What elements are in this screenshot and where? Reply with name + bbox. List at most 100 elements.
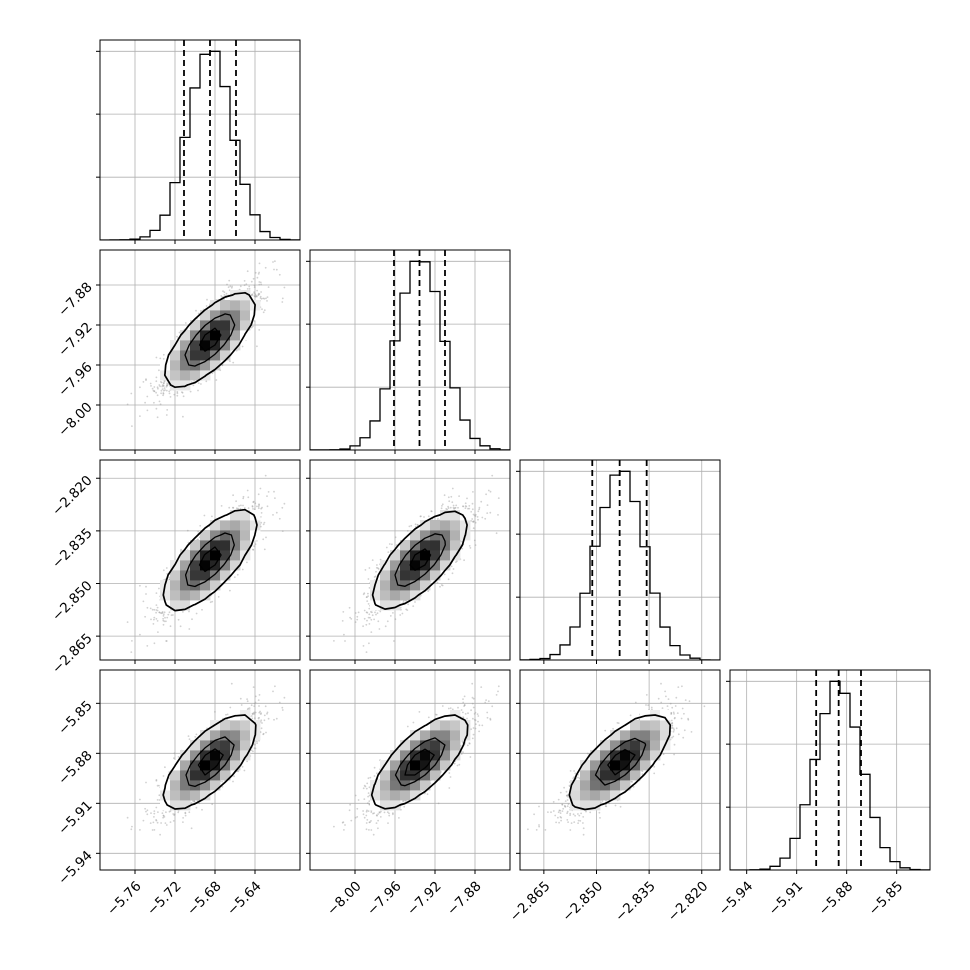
density-cell	[180, 340, 191, 351]
scatter-point	[162, 389, 165, 392]
scatter-point	[263, 521, 266, 524]
scatter-point	[231, 285, 234, 288]
scatter-point	[199, 524, 202, 527]
scatter-point	[145, 379, 147, 381]
scatter-point	[251, 505, 254, 507]
scatter-point	[256, 345, 258, 348]
scatter-point	[215, 379, 218, 381]
scatter-point	[222, 290, 224, 293]
scatter-point	[262, 311, 265, 314]
scatter-point	[153, 642, 156, 645]
density-cell	[240, 310, 251, 321]
scatter-point	[227, 286, 230, 289]
scatter-point	[126, 403, 129, 406]
scatter-point	[246, 288, 249, 290]
scatter-point	[152, 389, 155, 392]
scatter-point	[229, 285, 232, 288]
scatter-point	[257, 507, 260, 510]
scatter-point	[259, 281, 262, 284]
scatter-point	[256, 295, 258, 298]
density-cell	[210, 300, 221, 311]
scatter-point	[258, 504, 260, 506]
scatter-point	[162, 394, 165, 397]
scatter-panel-1-2: −8.00−7.96−7.92−7.88	[55, 249, 301, 454]
scatter-point	[161, 384, 164, 387]
scatter-point	[195, 309, 197, 312]
scatter-point	[156, 416, 159, 419]
contour-line	[198, 327, 222, 352]
scatter-point	[163, 387, 166, 389]
scatter-point	[162, 358, 165, 360]
scatter-point	[267, 491, 270, 493]
scatter-panel-1-3: −2.865−2.850−2.835−2.820	[49, 459, 301, 677]
scatter-point	[162, 382, 165, 385]
scatter-point	[252, 500, 255, 503]
scatter-point	[273, 268, 275, 271]
scatter-point	[160, 381, 163, 384]
contour-line	[163, 291, 256, 389]
density-cell	[170, 380, 181, 391]
scatter-point	[164, 616, 166, 619]
scatter-point	[267, 286, 270, 288]
density-cell	[190, 330, 201, 341]
scatter-point	[232, 361, 235, 364]
scatter-point	[149, 382, 152, 385]
scatter-point	[176, 391, 179, 393]
scatter-point	[254, 543, 257, 546]
scatter-point	[158, 611, 161, 614]
scatter-point	[258, 293, 261, 295]
scatter-point	[265, 536, 267, 539]
scatter-point	[182, 395, 185, 398]
scatter-point	[153, 608, 156, 611]
scatter-point	[159, 385, 162, 388]
scatter-point	[229, 360, 231, 363]
scatter-point	[152, 623, 155, 625]
density-cell	[190, 360, 201, 371]
scatter-point	[178, 331, 181, 334]
scatter-point	[281, 530, 284, 532]
scatter-point	[242, 497, 245, 500]
scatter-point	[146, 409, 149, 412]
density-cell	[230, 290, 241, 301]
scatter-point	[211, 515, 213, 518]
density-cell	[220, 350, 231, 361]
scatter-point	[139, 386, 141, 389]
y-tick-label: −7.96	[55, 359, 96, 400]
scatter-point	[156, 394, 159, 397]
density-cell	[180, 330, 191, 341]
scatter-point	[159, 403, 162, 406]
scatter-point	[253, 320, 256, 322]
scatter-point	[225, 292, 228, 295]
scatter-point	[189, 390, 192, 393]
density-cell	[190, 370, 201, 381]
scatter-point	[197, 389, 199, 392]
scatter-point	[242, 504, 244, 507]
scatter-point	[142, 381, 145, 383]
scatter-point	[272, 514, 274, 516]
density-cell	[220, 330, 231, 341]
density-cell	[170, 350, 181, 361]
scatter-point	[229, 589, 231, 592]
scatter-point	[226, 283, 228, 286]
scatter-point	[223, 294, 226, 296]
scatter-point	[150, 385, 152, 387]
density-cell	[200, 310, 211, 321]
scatter-point	[254, 295, 257, 298]
scatter-point	[260, 507, 262, 510]
scatter-point	[232, 506, 235, 509]
scatter-point	[191, 618, 193, 621]
y-tick-label: −8.00	[55, 399, 96, 440]
scatter-point	[159, 357, 162, 360]
scatter-point	[160, 392, 163, 395]
scatter-point	[253, 508, 256, 511]
scatter-point	[165, 389, 168, 392]
scatter-point	[159, 381, 162, 383]
scatter-point	[205, 305, 208, 307]
density-cell	[200, 350, 211, 361]
scatter-point	[242, 495, 245, 498]
scatter-point	[221, 364, 224, 366]
scatter-point	[150, 618, 152, 621]
scatter-point	[252, 277, 255, 280]
scatter-point	[278, 517, 281, 520]
density-cell	[230, 330, 241, 341]
